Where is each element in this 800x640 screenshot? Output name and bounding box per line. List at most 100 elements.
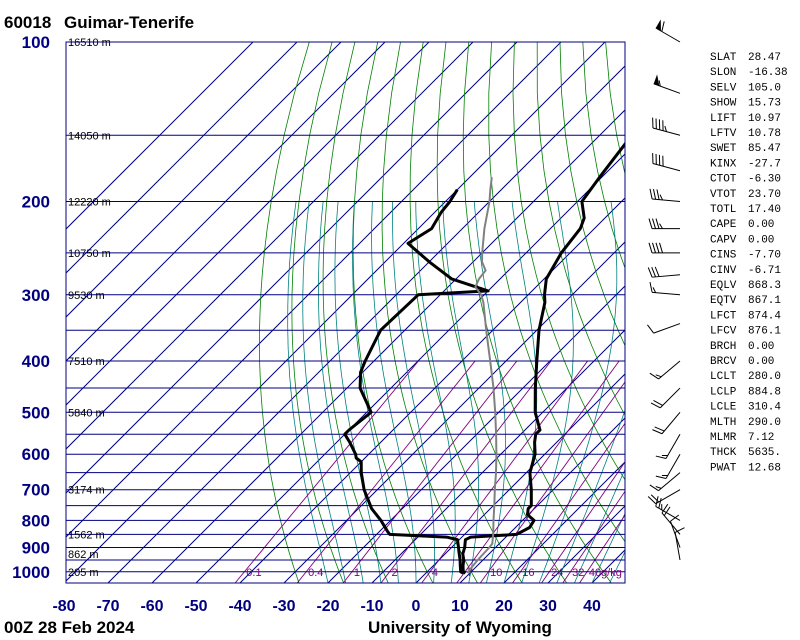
index-table: SLAT 28.47 SLON -16.38 SELV 105.0 SHOW 15.73 LIF… [710, 52, 788, 474]
barb-pennant [655, 19, 661, 31]
index-value: 876.1 [748, 326, 781, 338]
mixing-ratio-line [579, 514, 625, 583]
index-name: LCLP [710, 386, 737, 398]
wind-barb [647, 266, 681, 278]
wind-barb [652, 117, 681, 136]
index-value: 5635. [748, 447, 781, 459]
dry-adiabat [536, 42, 625, 417]
isotherm-line [371, 329, 625, 583]
index-name: SLAT [710, 52, 737, 64]
index-value: 280.0 [748, 371, 781, 383]
dry-adiabat [582, 42, 625, 270]
barb-staff [655, 27, 681, 43]
index-name: BRCH [710, 341, 736, 353]
index-name: CINV [710, 265, 737, 277]
moist-adiabat [415, 201, 456, 583]
temperature-line [461, 141, 625, 575]
temperature-tick: -10 [360, 598, 383, 615]
dry-adiabat [436, 42, 568, 583]
index-name: LFCT [710, 310, 737, 322]
temperature-tick: 40 [583, 598, 601, 615]
pressure-tick: 100 [22, 33, 50, 52]
mixing-ratio-line [512, 422, 625, 583]
index-name: LFCV [710, 326, 737, 338]
isotherm-line [151, 109, 625, 583]
height-label: 205 m [68, 567, 99, 579]
barb-feather [655, 455, 667, 459]
parcel-line [466, 177, 498, 574]
isotherm-line [66, 42, 254, 230]
moist-adiabat [473, 201, 506, 583]
moist-adiabat [591, 512, 625, 583]
barb-staff [653, 323, 681, 334]
mixing-ratio-label: 7 [467, 567, 473, 579]
wind-barb [649, 282, 681, 296]
isotherm-line [195, 153, 625, 583]
index-name: KINX [710, 158, 737, 170]
barb-staff [665, 453, 681, 479]
barb-feather [649, 188, 653, 200]
mixing-ratio-line [380, 360, 552, 583]
pressure-tick: 400 [22, 352, 50, 371]
wind-barb [652, 153, 681, 172]
moist-adiabat [574, 468, 625, 583]
wind-barb [655, 453, 681, 479]
barb-feather [649, 372, 659, 380]
mixing-ratio-line [479, 381, 625, 583]
barb-feather [659, 194, 664, 201]
barb-feather [652, 287, 657, 293]
isotherm-grid [66, 42, 625, 583]
barb-feather [664, 125, 667, 132]
temperature-tick: -70 [96, 598, 119, 615]
wind-barb [674, 527, 685, 561]
height-labels: 16510 m 14050 m 12220 m 10750 m 9530 m 7510 m… [68, 37, 111, 579]
barb-feather [655, 242, 660, 253]
index-name: CAPE [710, 219, 737, 231]
moist-adiabat [442, 201, 479, 583]
index-value: 0.00 [748, 341, 774, 353]
barb-staff [665, 433, 681, 459]
mixing-ratio-lines [234, 360, 625, 583]
barb-feather [651, 266, 657, 278]
barb-feather [652, 218, 656, 229]
wind-barb [653, 74, 681, 94]
barb-feather [653, 399, 663, 406]
index-value: -7.70 [748, 250, 781, 262]
index-value: 85.47 [748, 143, 781, 155]
pressure-tick: 500 [22, 403, 50, 422]
isotherm-line [66, 42, 518, 494]
barb-feather [670, 514, 680, 522]
barb-staff [652, 291, 681, 296]
wind-barb [649, 188, 681, 202]
barb-feather [654, 426, 665, 432]
dry-adiabat [462, 42, 612, 583]
dry-adiabat [559, 42, 625, 347]
index-value: 874.4 [748, 310, 781, 322]
isotherm-line [66, 42, 474, 450]
barb-feather [655, 496, 659, 507]
index-value: 0.00 [748, 234, 774, 246]
barb-staff [658, 360, 681, 380]
index-value: -6.71 [748, 265, 781, 277]
mixing-ratio-label: 1 [354, 567, 360, 579]
index-value: 28.47 [748, 52, 781, 64]
barb-feather [658, 497, 662, 509]
pressure-tick: 1000 [12, 563, 50, 582]
wind-barb [648, 218, 680, 230]
index-value: -27.7 [748, 158, 781, 170]
index-name: TOTL [710, 204, 736, 216]
barb-staff [652, 127, 681, 136]
wind-barb [648, 242, 680, 254]
index-name: LFTV [710, 128, 737, 140]
index-name: SELV [710, 82, 737, 94]
moist-adiabat [302, 201, 346, 583]
index-value: 310.4 [748, 402, 781, 414]
temperature-tick: 0 [412, 598, 421, 615]
index-name: LCLE [710, 402, 737, 414]
barb-staff [674, 532, 681, 561]
barb-feather [655, 475, 667, 479]
isotherm-line [239, 197, 625, 583]
isotherm-line [327, 285, 625, 583]
